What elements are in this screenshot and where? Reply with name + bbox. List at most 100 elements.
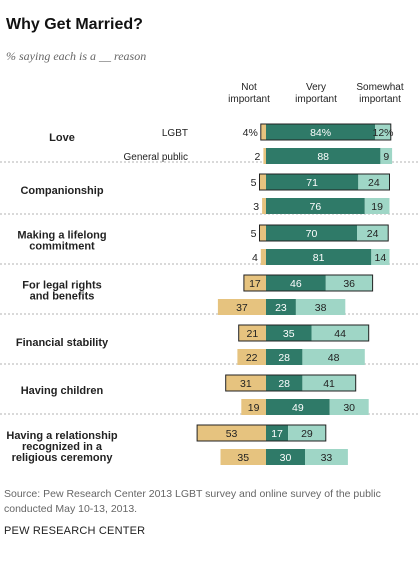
value-label-somewhat-important: 36 xyxy=(343,278,355,290)
value-label-very-important: 30 xyxy=(280,452,292,464)
value-label-somewhat-important: 24 xyxy=(368,177,380,189)
category-label: Having children xyxy=(21,385,104,397)
value-label-not-important: 2 xyxy=(255,151,261,163)
value-label-very-important: 23 xyxy=(275,302,287,314)
bar-not-important xyxy=(237,349,266,365)
value-label-very-important: 81 xyxy=(313,252,325,264)
bar-somewhat-important xyxy=(305,449,348,465)
value-label-not-important: 21 xyxy=(247,328,259,340)
labels-layer: Love LGBT 4% 84% 12% General public 2 88 9 Compan… xyxy=(6,127,393,464)
bar-somewhat-important xyxy=(329,399,369,415)
bar-somewhat-important xyxy=(295,299,346,315)
source-line-1: Source: Pew Research Center 2013 LGBT su… xyxy=(4,488,381,500)
value-label-somewhat-important: 14 xyxy=(375,252,387,264)
bar-not-important xyxy=(217,299,266,315)
bar-somewhat-important xyxy=(311,325,369,341)
column-header: Somewhat important xyxy=(356,82,403,105)
value-label-not-important: 3 xyxy=(253,201,259,213)
bar-somewhat-important xyxy=(380,148,393,164)
value-label-very-important: 49 xyxy=(292,402,304,414)
bar-not-important xyxy=(263,148,266,164)
value-label-very-important: 28 xyxy=(278,352,290,364)
value-label-very-important: 35 xyxy=(283,328,295,340)
value-label-somewhat-important: 24 xyxy=(367,228,379,240)
group-label: LGBT xyxy=(162,128,188,139)
bar-not-important xyxy=(241,399,266,415)
bar-not-important xyxy=(238,325,266,341)
bar-very-important xyxy=(266,148,381,164)
value-label-not-important: 53 xyxy=(226,428,238,440)
bar-somewhat-important xyxy=(288,425,326,441)
chart-title: Why Get Married? xyxy=(6,16,143,33)
value-label-not-important: 37 xyxy=(236,302,248,314)
value-label-not-important: 35 xyxy=(237,452,249,464)
value-label-not-important: 19 xyxy=(248,402,260,414)
bar-somewhat-important xyxy=(364,198,390,214)
category-label: Companionship xyxy=(20,185,103,197)
lgbt-bar-outline xyxy=(259,224,389,242)
bar-very-important xyxy=(266,449,305,465)
value-label-very-important: 76 xyxy=(310,201,322,213)
value-label-somewhat-important: 19 xyxy=(371,201,383,213)
bar-very-important xyxy=(266,225,357,241)
column-header: Very important xyxy=(295,82,337,105)
bar-somewhat-important xyxy=(302,349,365,365)
category-label: Having a relationship recognized in a reli… xyxy=(6,430,118,464)
value-label-very-important: 70 xyxy=(306,228,318,240)
bar-very-important xyxy=(266,174,359,190)
bar-not-important xyxy=(225,375,266,391)
category-label: Love xyxy=(49,132,75,144)
lgbt-bar-outline xyxy=(243,274,374,292)
bar-not-important xyxy=(262,198,266,214)
bar-not-important xyxy=(260,249,266,265)
bar-somewhat-important xyxy=(371,249,390,265)
bar-very-important xyxy=(266,425,289,441)
value-label-very-important: 71 xyxy=(306,177,318,189)
category-label: Making a lifelong commitment xyxy=(17,230,106,253)
value-label-not-important: 22 xyxy=(246,352,258,364)
bar-very-important xyxy=(266,124,376,140)
column-headers: Not important Very important Somewhat importa… xyxy=(228,82,404,105)
source-line-2: conducted May 10-13, 2013. xyxy=(4,503,137,515)
category-label: For legal rights and benefits xyxy=(22,280,101,303)
value-label-not-important: 31 xyxy=(240,378,252,390)
value-label-somewhat-important: 33 xyxy=(321,452,333,464)
bar-somewhat-important xyxy=(375,124,391,140)
value-label-somewhat-important: 48 xyxy=(328,352,340,364)
value-label-very-important: 46 xyxy=(290,278,302,290)
lgbt-bar-outline xyxy=(260,123,392,141)
bar-not-important xyxy=(260,124,266,140)
bar-not-important xyxy=(197,425,266,441)
lgbt-bar-outline xyxy=(238,324,370,342)
bar-very-important xyxy=(266,349,303,365)
value-label-not-important: 5 xyxy=(251,177,257,189)
bar-not-important xyxy=(220,449,266,465)
value-label-somewhat-important: 29 xyxy=(301,428,313,440)
lgbt-bar-outline xyxy=(196,424,327,442)
bar-somewhat-important xyxy=(357,225,389,241)
brand-footer: PEW RESEARCH CENTER xyxy=(4,525,145,537)
value-label-very-important: 28 xyxy=(278,378,290,390)
bar-very-important xyxy=(266,325,312,341)
value-label-somewhat-important: 41 xyxy=(323,378,335,390)
bar-very-important xyxy=(266,249,372,265)
value-label-not-important: 4 xyxy=(252,252,258,264)
bars-layer xyxy=(0,123,420,465)
bar-somewhat-important xyxy=(358,174,390,190)
category-label: Financial stability xyxy=(16,337,109,349)
value-label-not-important: 17 xyxy=(249,278,261,290)
value-label-very-important: 88 xyxy=(317,151,329,163)
value-label-very-important: 17 xyxy=(271,428,283,440)
column-header: Not important xyxy=(228,82,270,105)
value-label-somewhat-important: 9 xyxy=(383,151,389,163)
bar-not-important xyxy=(259,225,266,241)
bar-very-important xyxy=(266,299,296,315)
value-label-somewhat-important: 38 xyxy=(315,302,327,314)
chart-subtitle: % saying each is a __ reason xyxy=(6,49,146,63)
lgbt-bar-outline xyxy=(225,374,357,392)
bar-very-important xyxy=(266,375,303,391)
value-label-somewhat-important: 12% xyxy=(372,127,393,139)
value-label-not-important: 5 xyxy=(251,228,257,240)
bar-somewhat-important xyxy=(302,375,356,391)
